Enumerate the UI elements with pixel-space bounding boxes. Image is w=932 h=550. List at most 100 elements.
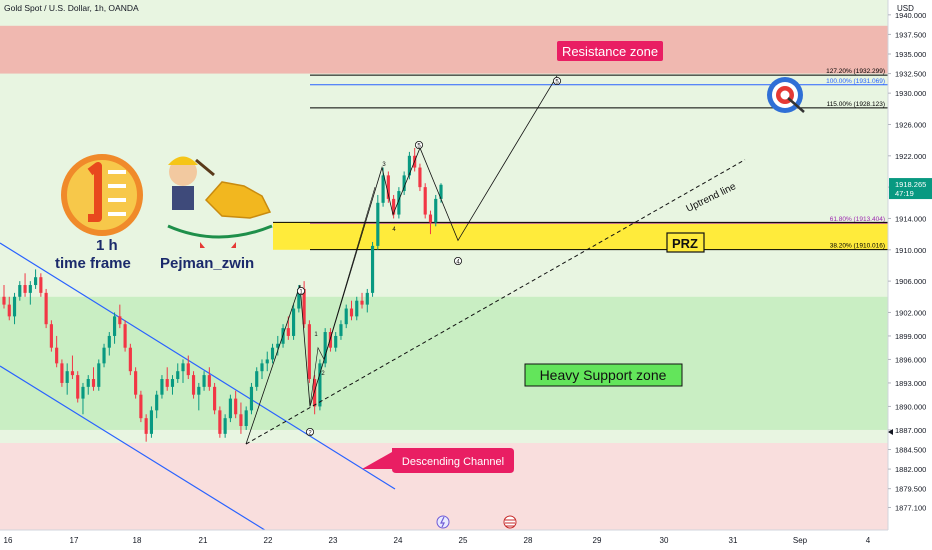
descending-channel-text: Descending Channel	[402, 456, 504, 468]
candle-body-10	[55, 347, 59, 364]
candle-body-35	[186, 363, 190, 376]
candle-body-74	[392, 198, 396, 215]
zones-layer	[0, 0, 888, 530]
candle-body-72	[381, 175, 385, 203]
logo-caption-1h: 1 h	[96, 237, 118, 254]
candle-body-67	[355, 300, 359, 317]
price-axis-marker	[888, 429, 893, 435]
price-tick-label-6: 1922.000	[895, 152, 926, 161]
price-tick-label-2: 1935.000	[895, 50, 926, 59]
time-tick-label-2: 18	[133, 536, 142, 545]
price-tick-label-19: 1879.500	[895, 485, 926, 494]
time-axis[interactable]: 16 17 18 21 22 23 24 25 28 29 30 31 Sep 4	[0, 529, 888, 550]
candle-body-50	[265, 359, 269, 364]
candle-body-24	[128, 347, 132, 372]
candle-body-27	[144, 418, 148, 434]
elliott-wave-path	[245, 75, 558, 445]
candle-body-16	[86, 379, 90, 387]
candle-body-58	[307, 324, 311, 380]
candle-body-63	[334, 335, 338, 348]
candle-body-0	[2, 296, 6, 305]
candle-body-49	[260, 363, 264, 372]
candle-body-13	[70, 371, 75, 376]
fib-label-0: 127.20% (1932.299)	[826, 68, 885, 75]
time-tick-label-8: 28	[524, 536, 533, 545]
fib-label-1: 100.00% (1931.069)	[826, 78, 885, 85]
chart-title: Gold Spot / U.S. Dollar, 1h, OANDA	[4, 3, 139, 13]
candle-body-8	[44, 292, 48, 325]
resistance-zone-text: Resistance zone	[562, 44, 658, 59]
candle-body-77	[407, 155, 411, 176]
price-tick-label-20: 1877.100	[895, 503, 926, 512]
candle-body-34	[181, 363, 185, 372]
sub-wave-label-2: 3	[382, 162, 386, 168]
fib-label-2: 115.00% (1928.123)	[827, 101, 885, 108]
candle-body-61	[323, 332, 327, 364]
channel-lower-line	[0, 365, 269, 533]
price-axis[interactable]: 1940.000 1937.500 1935.000 1932.500 1930.000…	[887, 0, 932, 550]
candle-body-52	[276, 343, 280, 348]
candle-body-30	[160, 379, 164, 395]
sub-wave-label-0: 1	[314, 332, 318, 338]
bottom-event-icons	[436, 515, 517, 529]
descending-channel-label: Descending Channel	[362, 448, 514, 473]
candle-body-75	[397, 191, 401, 215]
candle-body-64	[339, 324, 343, 336]
current-price-value: 1918.265	[895, 180, 926, 189]
price-tick-label-3: 1932.500	[895, 70, 926, 79]
candle-body-76	[402, 175, 406, 192]
candles-layer	[2, 147, 443, 442]
candle-body-25	[134, 371, 138, 395]
candle-body-38	[202, 375, 206, 387]
prz-label: PRZ	[666, 232, 705, 253]
candle-body-32	[170, 379, 175, 387]
zone-resistance-zone	[0, 25, 888, 74]
current-price-countdown: 47:19	[895, 189, 914, 198]
candle-body-42	[223, 418, 227, 434]
descending-channel-box	[362, 448, 514, 473]
price-tick-label-10: 1906.000	[895, 277, 926, 286]
candle-body-51	[270, 347, 275, 360]
time-tick-label-5: 23	[329, 536, 338, 545]
candle-body-21	[112, 316, 117, 336]
wave-circle-0	[296, 286, 305, 295]
time-tick-label-6: 24	[394, 536, 403, 545]
candle-body-41	[218, 410, 222, 434]
resistance-zone-label: Resistance zone	[557, 41, 663, 61]
candle-body-9	[49, 324, 53, 348]
candle-body-17	[91, 379, 96, 387]
price-tick-label-12: 1899.000	[895, 332, 926, 341]
price-tick-label-8: 1914.000	[895, 214, 926, 223]
candle-body-6	[34, 277, 38, 286]
fib-label-3: 61.80% (1913.404)	[830, 216, 885, 223]
sub-wave-path	[309, 187, 376, 407]
candle-body-18	[97, 363, 101, 387]
candle-body-15	[81, 386, 85, 399]
candle-body-54	[286, 328, 290, 336]
time-tick-label-0: 16	[4, 536, 13, 545]
candle-body-73	[386, 175, 390, 199]
descending-channel	[0, 242, 396, 533]
time-tick-label-4: 22	[264, 536, 273, 545]
wave-label-3: 4	[456, 259, 460, 265]
background-upper	[0, 0, 888, 530]
candle-body-22	[118, 316, 122, 325]
candle-body-82	[434, 198, 438, 223]
logo-caption-time-frame: time frame	[55, 255, 131, 272]
time-tick-label-10: 30	[660, 536, 669, 545]
candle-body-20	[107, 335, 111, 348]
prz-box	[666, 232, 705, 253]
candle-body-14	[76, 375, 80, 399]
mascot-illustration	[167, 156, 273, 248]
support-zone-text: Heavy Support zone	[540, 367, 667, 383]
price-tick-label-4: 1930.000	[895, 89, 926, 98]
candle-body-55	[291, 308, 296, 336]
wave-circle-3	[453, 256, 462, 265]
candle-body-59	[313, 379, 317, 407]
candle-body-5	[28, 285, 32, 293]
wave-label-4: 5	[555, 79, 559, 85]
candle-body-81	[428, 214, 433, 223]
candle-body-48	[255, 371, 259, 387]
candle-body-26	[139, 394, 143, 419]
